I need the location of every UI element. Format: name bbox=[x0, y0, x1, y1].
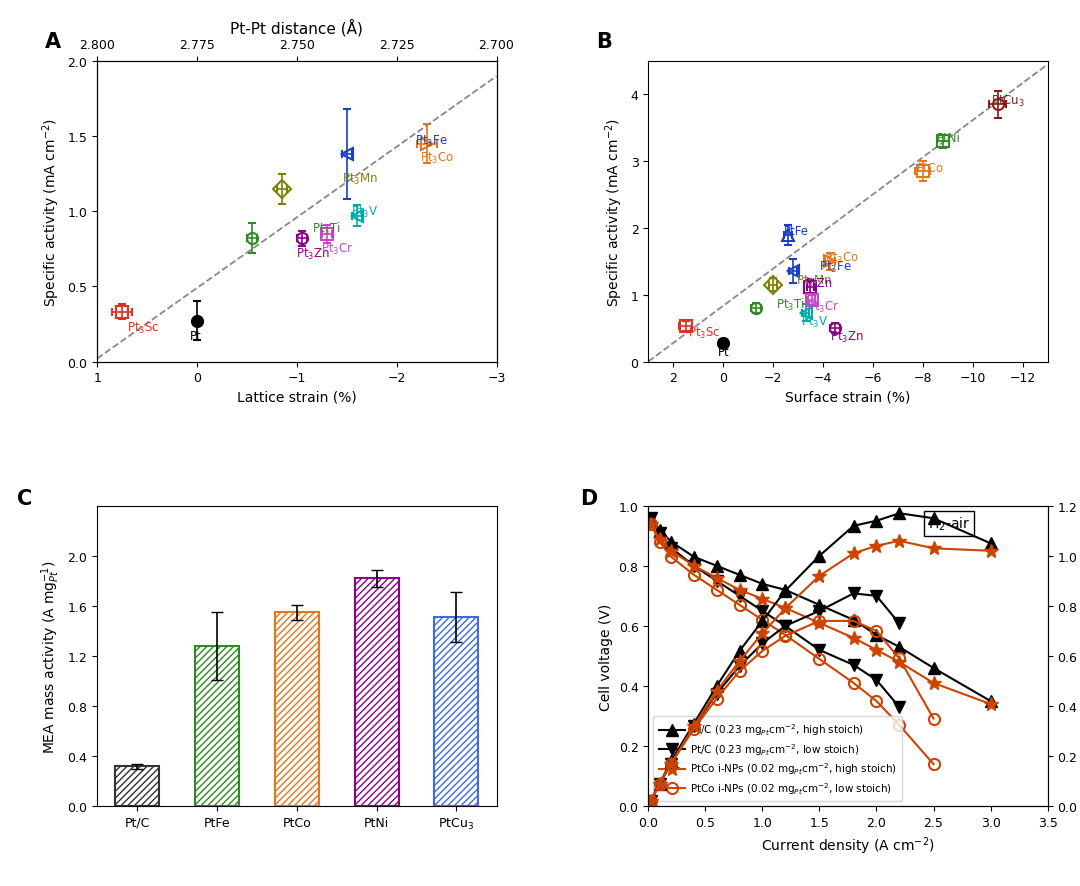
Text: Pt$_3$Sc: Pt$_3$Sc bbox=[127, 320, 160, 335]
Text: Pt$_3$V: Pt$_3$V bbox=[351, 205, 378, 220]
Text: C: C bbox=[17, 488, 32, 509]
Text: Pt$_3$V: Pt$_3$V bbox=[800, 315, 828, 330]
Text: A: A bbox=[45, 32, 62, 52]
Text: Pt$_3$Co: Pt$_3$Co bbox=[420, 151, 454, 166]
Y-axis label: Specific activity (mA cm$^{-2}$): Specific activity (mA cm$^{-2}$) bbox=[40, 118, 62, 307]
Text: PtNi: PtNi bbox=[936, 131, 960, 144]
Text: Pt$_3$Cr: Pt$_3$Cr bbox=[321, 242, 353, 257]
X-axis label: Surface strain (%): Surface strain (%) bbox=[785, 391, 910, 404]
Text: PtCo: PtCo bbox=[917, 161, 944, 175]
Text: PtZn: PtZn bbox=[806, 277, 833, 290]
Text: Pt$_3$Ti: Pt$_3$Ti bbox=[312, 221, 340, 237]
Y-axis label: Specific activity (mA cm$^{-2}$): Specific activity (mA cm$^{-2}$) bbox=[604, 118, 625, 307]
Text: PtFe: PtFe bbox=[784, 225, 809, 238]
Text: Pt$_3$Mn: Pt$_3$Mn bbox=[796, 274, 832, 289]
X-axis label: Lattice strain (%): Lattice strain (%) bbox=[237, 391, 356, 404]
Bar bbox=[275, 612, 319, 806]
Text: D: D bbox=[580, 488, 597, 509]
Text: PtCu$_3$: PtCu$_3$ bbox=[991, 94, 1025, 109]
Text: B: B bbox=[596, 32, 612, 52]
X-axis label: Pt-Pt distance (Å): Pt-Pt distance (Å) bbox=[230, 19, 363, 37]
Text: Pt$_3$Zn: Pt$_3$Zn bbox=[831, 330, 864, 345]
Bar bbox=[354, 579, 399, 806]
Text: Pt$_3$Ti: Pt$_3$Ti bbox=[775, 297, 805, 313]
Text: Pt: Pt bbox=[718, 346, 730, 359]
Text: Pt: Pt bbox=[190, 330, 202, 343]
Text: Pt$_3$Fe: Pt$_3$Fe bbox=[820, 260, 852, 275]
Y-axis label: MEA mass activity (A mg$^{-1}_{Pt}$): MEA mass activity (A mg$^{-1}_{Pt}$) bbox=[39, 559, 62, 753]
Y-axis label: Cell voltage (V): Cell voltage (V) bbox=[599, 602, 613, 710]
X-axis label: Current density (A cm$^{-2}$): Current density (A cm$^{-2}$) bbox=[761, 835, 935, 856]
Text: Pt$_3$Co: Pt$_3$Co bbox=[825, 251, 860, 266]
Text: Pt$_3$Zn: Pt$_3$Zn bbox=[296, 246, 329, 261]
Bar bbox=[116, 766, 159, 806]
Text: Pt$_3$Sc: Pt$_3$Sc bbox=[688, 326, 720, 341]
Text: Pt$_3$Mn: Pt$_3$Mn bbox=[341, 172, 378, 187]
Bar bbox=[434, 618, 478, 806]
Text: Pt$_3$Cr: Pt$_3$Cr bbox=[807, 299, 839, 315]
Bar bbox=[195, 646, 239, 806]
Text: H$_2$-air: H$_2$-air bbox=[928, 515, 970, 532]
Legend: Pt/C (0.23 mg$_{Pt}$cm$^{-2}$, high stoich), Pt/C (0.23 mg$_{Pt}$cm$^{-2}$, low : Pt/C (0.23 mg$_{Pt}$cm$^{-2}$, high stoi… bbox=[653, 717, 902, 801]
Text: Pt$_3$Fe: Pt$_3$Fe bbox=[415, 134, 447, 149]
